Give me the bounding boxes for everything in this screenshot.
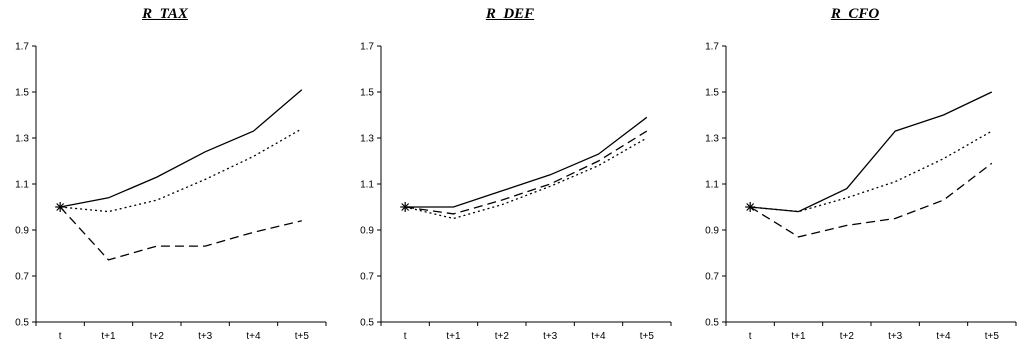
line-chart-r-def: 0.5 0.7 0.9 1.1 1.3 1.5 1.7 t t+1 t+2 t+3 t+4 t+5 xyxy=(360,42,672,342)
chart-title: R_TAX xyxy=(142,6,188,22)
y-tick-label: 1.3 xyxy=(705,134,719,145)
y-tick-label: 0.7 xyxy=(705,272,719,283)
y-tick-label: 0.9 xyxy=(15,226,29,237)
x-tick-label: t+1 xyxy=(791,331,806,342)
y-tick-label: 1.5 xyxy=(705,88,719,99)
start-marker xyxy=(55,202,66,212)
chart-panel-r-tax: R_TAX 0.5 0.7 0.9 1.1 1.3 1.5 1.7 t t+1 t+2 t+3 t+4… xyxy=(0,0,330,350)
line-chart-r-cfo: 0.5 0.7 0.9 1.1 1.3 1.5 1.7 t t+1 t+2 t+3 t+4 t+5 xyxy=(705,42,1017,342)
x-tick-label: t xyxy=(59,331,62,342)
series-line-dotted xyxy=(60,128,303,213)
x-tick-label: t+5 xyxy=(295,331,310,342)
x-tick-label: t+2 xyxy=(840,331,855,342)
y-tick-label: 1.5 xyxy=(15,88,29,99)
series-line-dashed xyxy=(749,162,993,238)
series-line-solid xyxy=(405,116,648,208)
y-tick-label: 0.7 xyxy=(15,272,29,283)
y-tick-label: 0.9 xyxy=(360,226,374,237)
x-tick-label: t+2 xyxy=(495,331,510,342)
x-tick-label: t+4 xyxy=(591,331,606,342)
x-tick-label: t xyxy=(749,331,752,342)
start-marker xyxy=(745,202,756,212)
y-tick-label: 0.9 xyxy=(705,226,719,237)
x-tick-label: t+5 xyxy=(985,331,1000,342)
series-line-solid xyxy=(750,91,993,213)
x-tick-label: t+4 xyxy=(246,331,261,342)
x-tick-label: t+2 xyxy=(150,331,165,342)
y-tick-label: 0.7 xyxy=(360,272,374,283)
series-line-dashed xyxy=(59,206,302,261)
chart-panel-r-cfo: R_CFO 0.5 0.7 0.9 1.1 1.3 1.5 1.7 t t+1 t+2 t+3 t+4… xyxy=(690,0,1020,350)
y-tick-label: 0.5 xyxy=(360,318,374,329)
x-tick-label: t+3 xyxy=(543,331,558,342)
x-tick-label: t+5 xyxy=(640,331,655,342)
series-line-solid xyxy=(60,89,303,208)
series-line-dotted xyxy=(750,130,993,213)
y-tick-label: 0.5 xyxy=(705,318,719,329)
series-line-dashed xyxy=(405,130,648,215)
y-tick-label: 1.3 xyxy=(15,134,29,145)
x-tick-label: t+3 xyxy=(198,331,213,342)
y-tick-label: 1.7 xyxy=(705,42,719,53)
x-tick-label: t xyxy=(404,331,407,342)
x-tick-label: t+3 xyxy=(888,331,903,342)
chart-title: R_CFO xyxy=(830,6,880,22)
x-tick-label: t+1 xyxy=(101,331,116,342)
x-tick-label: t+1 xyxy=(446,331,461,342)
y-tick-label: 1.3 xyxy=(360,134,374,145)
chart-panel-r-def: R_DEF 0.5 0.7 0.9 1.1 1.3 1.5 1.7 t t+1 t+2 t+3 t+4… xyxy=(345,0,675,350)
y-tick-label: 1.1 xyxy=(15,180,29,191)
series-line-dotted xyxy=(405,137,648,220)
x-tick-label: t+4 xyxy=(936,331,951,342)
y-tick-label: 1.1 xyxy=(705,180,719,191)
y-tick-label: 0.5 xyxy=(15,318,29,329)
y-tick-label: 1.7 xyxy=(360,42,374,53)
y-tick-label: 1.7 xyxy=(15,42,29,53)
start-marker xyxy=(400,202,411,212)
chart-title: R_DEF xyxy=(485,6,535,22)
line-chart-r-tax: 0.5 0.7 0.9 1.1 1.3 1.5 1.7 t t+1 t+2 t+3 t+4 t+5 xyxy=(15,42,327,342)
y-tick-label: 1.1 xyxy=(360,180,374,191)
y-tick-label: 1.5 xyxy=(360,88,374,99)
